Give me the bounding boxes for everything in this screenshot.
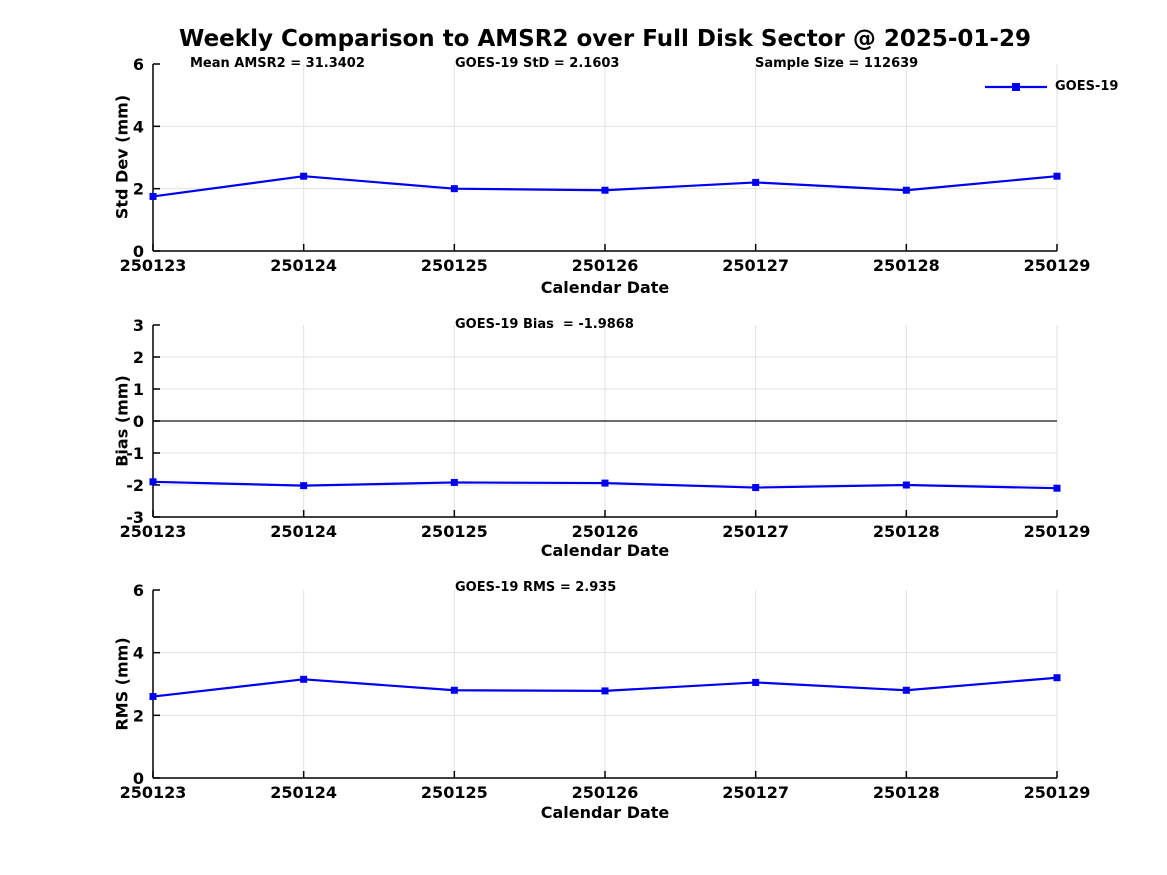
annotation-sample-size: Sample Size = 112639 [755, 56, 919, 71]
y-tick-label: 3 [133, 316, 144, 335]
x-tick-label: 250123 [120, 256, 187, 275]
y-tick-label: 0 [133, 412, 144, 431]
y-tick-label: 6 [133, 55, 144, 74]
y-tick-label: -2 [126, 476, 144, 495]
data-point-marker [752, 178, 760, 186]
data-point-marker [149, 478, 157, 486]
ylabel-rms: RMS (mm) [112, 637, 132, 731]
x-tick-label: 250128 [873, 522, 940, 541]
data-point-marker [902, 186, 910, 194]
x-tick-label: 250123 [120, 783, 187, 802]
x-tick-label: 250127 [722, 783, 789, 802]
data-point-marker [601, 479, 609, 487]
data-point-marker [752, 484, 760, 492]
x-tick-label: 250127 [722, 522, 789, 541]
figure-title: Weekly Comparison to AMSR2 over Full Dis… [179, 26, 1031, 52]
ylabel-bias: Bias (mm) [112, 375, 132, 467]
x-tick-label: 250124 [270, 522, 337, 541]
annotation-goes19-bias: GOES-19 Bias = -1.9868 [455, 317, 634, 332]
data-point-marker [902, 686, 910, 694]
data-point-marker [601, 186, 609, 194]
y-tick-label: 0 [133, 769, 144, 788]
y-tick-label: 6 [133, 581, 144, 600]
data-point-marker [1053, 674, 1061, 682]
y-tick-label: 4 [133, 117, 144, 136]
data-point-marker [450, 478, 458, 486]
x-tick-label: 250123 [120, 522, 187, 541]
x-tick-label: 250127 [722, 256, 789, 275]
annotation-mean-amsr2: Mean AMSR2 = 31.3402 [190, 56, 365, 71]
x-tick-label: 250126 [572, 522, 639, 541]
data-point-marker [601, 687, 609, 695]
x-tick-label: 250125 [421, 256, 488, 275]
y-tick-label: 1 [133, 380, 144, 399]
data-point-marker [450, 686, 458, 694]
x-tick-label: 250126 [572, 256, 639, 275]
annotation-goes19-std: GOES-19 StD = 2.1603 [455, 56, 620, 71]
data-point-marker [1053, 484, 1061, 492]
x-tick-label: 250126 [572, 783, 639, 802]
legend-label: GOES-19 [1055, 79, 1119, 94]
y-tick-label: 2 [133, 180, 144, 199]
x-tick-label: 250125 [421, 522, 488, 541]
legend: GOES-19 [985, 79, 1118, 94]
xlabel-calendar-date-3: Calendar Date [540, 803, 670, 822]
y-tick-label: 0 [133, 242, 144, 261]
data-point-marker [300, 675, 308, 683]
x-tick-label: 250128 [873, 783, 940, 802]
data-point-marker [149, 192, 157, 200]
xlabel-calendar-date-1: Calendar Date [540, 278, 670, 297]
y-tick-label: 2 [133, 348, 144, 367]
x-tick-label: 250129 [1024, 522, 1091, 541]
x-tick-label: 250124 [270, 783, 337, 802]
xlabel-calendar-date-2: Calendar Date [540, 541, 670, 560]
y-tick-label: -1 [126, 444, 144, 463]
x-tick-label: 250128 [873, 256, 940, 275]
data-point-marker [902, 481, 910, 489]
data-point-marker [752, 678, 760, 686]
data-point-marker [1053, 172, 1061, 180]
legend-line-marker-icon [985, 82, 1047, 91]
x-tick-label: 250125 [421, 783, 488, 802]
data-point-marker [300, 482, 308, 490]
x-tick-label: 250124 [270, 256, 337, 275]
data-point-marker [450, 185, 458, 193]
ylabel-std-dev: Std Dev (mm) [112, 94, 132, 220]
y-tick-label: 2 [133, 706, 144, 725]
data-point-marker [149, 693, 157, 701]
y-tick-label: -3 [126, 508, 144, 527]
x-tick-label: 250129 [1024, 256, 1091, 275]
y-tick-label: 4 [133, 644, 144, 663]
annotation-goes19-rms: GOES-19 RMS = 2.935 [455, 580, 617, 595]
data-point-marker [300, 172, 308, 180]
x-tick-label: 250129 [1024, 783, 1091, 802]
